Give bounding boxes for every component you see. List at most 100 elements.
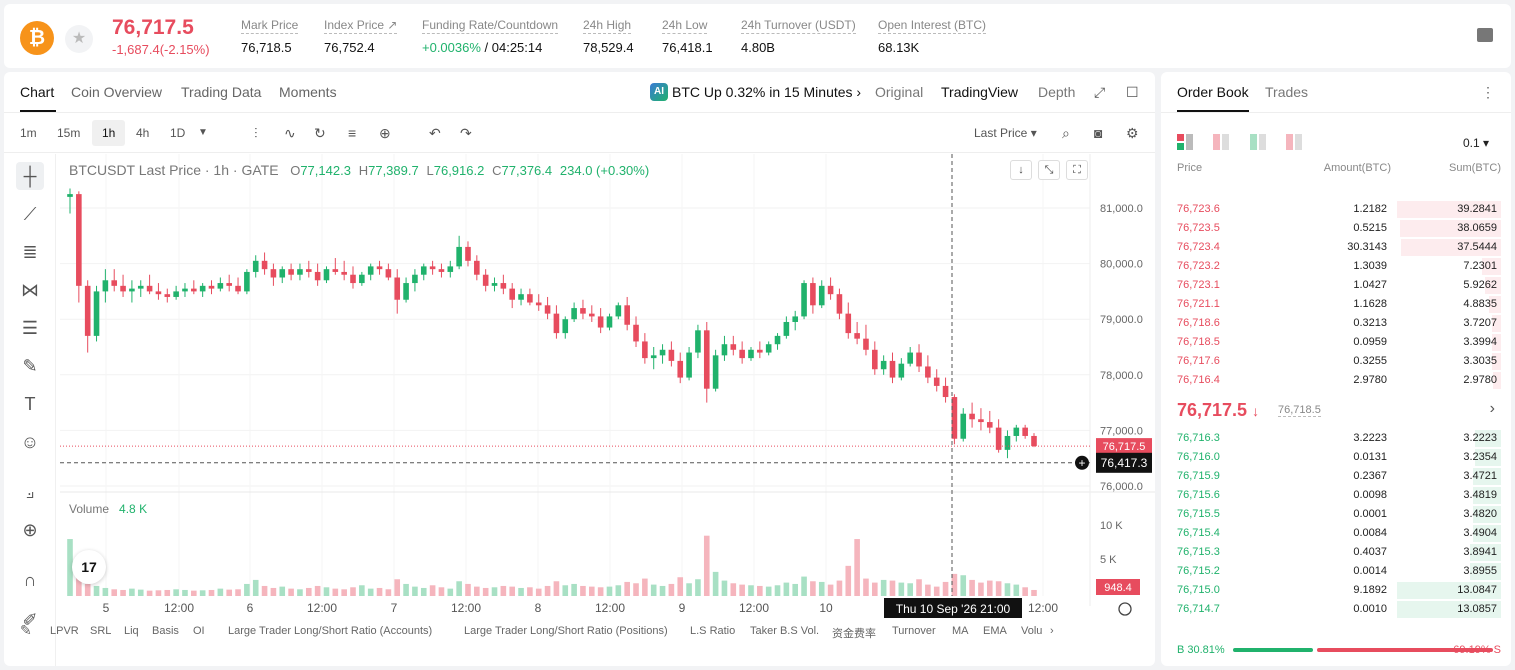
- ask-row[interactable]: 76,717.6 0.3255 3.3035: [1161, 352, 1511, 371]
- ask-row[interactable]: 76,718.5 0.0959 3.3994: [1161, 333, 1511, 352]
- stat-label[interactable]: Index Price ↗: [324, 18, 398, 34]
- indicator-icon[interactable]: ∿: [284, 125, 296, 141]
- indicator-7[interactable]: L.S Ratio: [690, 625, 736, 637]
- camera-icon[interactable]: ◙: [1094, 125, 1103, 141]
- trendline-icon[interactable]: ⟋: [23, 204, 37, 224]
- bid-row[interactable]: 76,715.2 0.0014 3.8955: [1161, 562, 1511, 581]
- chevron-down-icon[interactable]: ▼: [198, 127, 208, 138]
- tab-coin-overview[interactable]: Coin Overview: [71, 84, 163, 100]
- bid-row[interactable]: 76,715.0 9.1892 13.0847: [1161, 581, 1511, 600]
- ask-row[interactable]: 76,723.2 1.3039 7.2301: [1161, 257, 1511, 276]
- ask-row[interactable]: 76,716.4 2.9780 2.9780: [1161, 371, 1511, 390]
- zoom-in-icon[interactable]: ⊕: [22, 520, 38, 540]
- view-both-icon[interactable]: [1177, 134, 1193, 150]
- book-icon[interactable]: [1477, 28, 1493, 42]
- ask-row[interactable]: 76,723.5 0.5215 38.0659: [1161, 219, 1511, 238]
- view-tradingview[interactable]: TradingView: [941, 84, 1019, 100]
- ai-banner[interactable]: BTC Up 0.32% in 15 Minutes ›: [672, 84, 862, 100]
- indicator-3[interactable]: Basis: [152, 625, 179, 637]
- indicator-4[interactable]: OI: [193, 625, 205, 637]
- stat-label[interactable]: Funding Rate/Countdown: [422, 18, 559, 34]
- stat-label[interactable]: 24h High: [583, 18, 632, 34]
- redo-icon[interactable]: ↷: [460, 125, 472, 141]
- view-depth-icon[interactable]: [1286, 134, 1302, 150]
- favorite-star-icon[interactable]: ★: [65, 25, 93, 53]
- add-indicator-icon[interactable]: ⊕: [379, 125, 391, 141]
- indicator-1[interactable]: SRL: [90, 625, 112, 637]
- bid-row[interactable]: 76,716.0 0.0131 3.2354: [1161, 448, 1511, 467]
- timeframe-1h[interactable]: 1h: [92, 120, 126, 146]
- stat-label[interactable]: Open Interest (BTC): [878, 18, 987, 34]
- indicator-11[interactable]: MA: [952, 625, 969, 637]
- stat-label[interactable]: Mark Price: [241, 18, 299, 34]
- timeframe-1m[interactable]: 1m: [20, 126, 37, 140]
- tab-chart[interactable]: Chart: [20, 84, 55, 100]
- brush-icon[interactable]: ✎: [22, 356, 38, 376]
- emoji-icon[interactable]: ☺: [20, 432, 40, 452]
- bid-row[interactable]: 76,715.6 0.0098 3.4819: [1161, 486, 1511, 505]
- collapse-icon[interactable]: ⤡: [1038, 160, 1060, 180]
- price-type-select[interactable]: Last Price ▾: [974, 126, 1037, 140]
- chevron-right-icon[interactable]: ›: [1489, 400, 1495, 417]
- stat-label[interactable]: 24h Turnover (USDT): [741, 18, 856, 34]
- ask-row[interactable]: 76,723.1 1.0427 5.9262: [1161, 276, 1511, 295]
- bid-row[interactable]: 76,715.5 0.0001 3.4820: [1161, 505, 1511, 524]
- crosshair-icon[interactable]: ┼: [16, 162, 44, 190]
- chevron-right-icon[interactable]: ›: [1050, 625, 1054, 637]
- bid-sum: 3.4820: [1463, 508, 1497, 520]
- view-depth[interactable]: Depth: [1038, 84, 1076, 100]
- view-buy-icon[interactable]: [1250, 134, 1266, 150]
- tradingview-logo[interactable]: 17: [72, 550, 106, 584]
- bid-row[interactable]: 76,716.3 3.2223 3.2223: [1161, 429, 1511, 448]
- timeframe-15m[interactable]: 15m: [57, 126, 81, 140]
- indicator-6[interactable]: Large Trader Long/Short Ratio (Positions…: [464, 625, 668, 637]
- scroll-down-icon[interactable]: ↓: [1010, 160, 1032, 180]
- ask-row[interactable]: 76,723.6 1.2182 39.2841: [1161, 200, 1511, 219]
- indicator-13[interactable]: Volu: [1021, 625, 1043, 637]
- candlestick-chart[interactable]: 81,000.0 80,000.0 79,000.0 78,000.0 77,000.0…: [4, 72, 1155, 666]
- fullscreen-icon[interactable]: ⛶: [1066, 160, 1088, 180]
- refresh-icon[interactable]: ↻: [314, 125, 326, 141]
- view-sell-icon[interactable]: [1213, 134, 1229, 150]
- pattern-icon[interactable]: ⋈: [21, 280, 39, 300]
- candle-type-icon[interactable]: ⫶: [254, 125, 258, 141]
- bid-row[interactable]: 76,715.3 0.4037 3.8941: [1161, 543, 1511, 562]
- bid-row[interactable]: 76,714.7 0.0010 13.0857: [1161, 600, 1511, 619]
- indicator-12[interactable]: EMA: [983, 625, 1007, 637]
- ask-row[interactable]: 76,718.6 0.3213 3.7207: [1161, 314, 1511, 333]
- indicator-5[interactable]: Large Trader Long/Short Ratio (Accounts): [228, 625, 433, 637]
- edit-icon[interactable]: ✎: [20, 622, 32, 638]
- tab-order-book[interactable]: Order Book: [1177, 84, 1249, 100]
- pencil-lock-icon[interactable]: ✐: [22, 610, 38, 630]
- tab-moments[interactable]: Moments: [279, 84, 337, 100]
- view-original[interactable]: Original: [875, 84, 924, 100]
- ruler-icon[interactable]: ⟓: [25, 482, 35, 502]
- timeframe-4h[interactable]: 4h: [136, 126, 150, 140]
- indicator-10[interactable]: Turnover: [892, 625, 936, 637]
- tab-trades[interactable]: Trades: [1265, 84, 1309, 100]
- indicator-8[interactable]: Taker B.S Vol.: [750, 625, 820, 637]
- more-icon[interactable]: ⋮: [1481, 84, 1495, 100]
- expand-icon[interactable]: ⤢: [1094, 84, 1106, 100]
- tab-trading-data[interactable]: Trading Data: [181, 84, 262, 100]
- indicator-9[interactable]: 资金费率: [832, 628, 876, 640]
- ask-row[interactable]: 76,721.1 1.1628 4.8835: [1161, 295, 1511, 314]
- undo-icon[interactable]: ↶: [429, 125, 441, 141]
- gear-icon[interactable]: ⚙: [1126, 125, 1139, 141]
- fib-icon[interactable]: ☰: [21, 318, 39, 338]
- horizontal-lines-icon[interactable]: ≣: [22, 242, 38, 262]
- indicator-2[interactable]: Liq: [124, 625, 139, 637]
- template-icon[interactable]: ≡: [348, 125, 357, 141]
- indicator-0[interactable]: LPVR: [50, 625, 79, 637]
- stat-label[interactable]: 24h Low: [662, 18, 708, 34]
- precision-select[interactable]: 0.1 ▾: [1462, 136, 1489, 150]
- bid-row[interactable]: 76,715.9 0.2367 3.4721: [1161, 467, 1511, 486]
- ask-row[interactable]: 76,723.4 30.3143 37.5444: [1161, 238, 1511, 257]
- magnet-icon[interactable]: ∩: [23, 570, 37, 590]
- window-icon[interactable]: ☐: [1126, 84, 1139, 100]
- search-icon[interactable]: ⌕: [1062, 125, 1070, 141]
- bid-row[interactable]: 76,715.4 0.0084 3.4904: [1161, 524, 1511, 543]
- timeframe-1d[interactable]: 1D: [170, 126, 186, 140]
- mid-price[interactable]: 76,717.5 ↓: [1177, 400, 1260, 420]
- text-icon[interactable]: T: [24, 394, 36, 414]
